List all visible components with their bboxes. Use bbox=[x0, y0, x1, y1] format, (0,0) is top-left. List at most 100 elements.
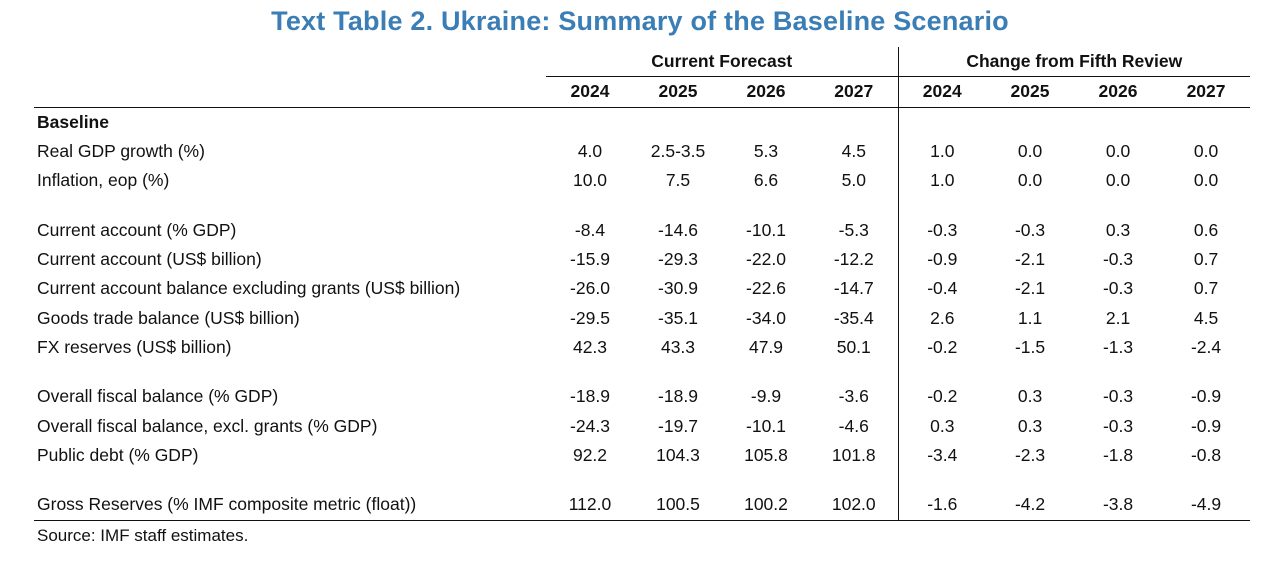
row-label: Real GDP growth (%) bbox=[37, 141, 205, 162]
change-value bbox=[986, 362, 1074, 382]
forecast-value: 2.5-3.5 bbox=[650, 141, 706, 162]
change-value bbox=[1162, 362, 1250, 382]
forecast-value: 5.0 bbox=[841, 170, 866, 191]
source-note: Source: IMF staff estimates. bbox=[37, 525, 249, 545]
change-value: -0.2 bbox=[897, 382, 987, 412]
table-row: Overall fiscal balance, excl. grants (% … bbox=[34, 411, 1250, 442]
change-value: -3.8 bbox=[1074, 490, 1163, 521]
table-row: Public debt (% GDP) 92.2 104.3 105.8 101.8 -3… bbox=[34, 441, 1250, 471]
column-group-current-forecast: Current Forecast bbox=[546, 47, 899, 78]
forecast-value bbox=[546, 470, 634, 490]
change-value: 0.0 bbox=[1105, 141, 1131, 162]
change-value: 0.3 bbox=[1105, 219, 1131, 240]
change-value: 0.0 bbox=[1017, 141, 1043, 162]
change-value bbox=[986, 107, 1074, 137]
row-label: FX reserves (US$ billion) bbox=[37, 337, 232, 358]
table-row: Inflation, eop (%) 10.0 7.5 6.6 5.0 1.0 0.0 0.0… bbox=[34, 166, 1250, 196]
row-label: Goods trade balance (US$ billion) bbox=[37, 307, 300, 328]
year-header-change-2027: 2027 bbox=[1162, 76, 1251, 108]
change-value bbox=[986, 470, 1074, 490]
baseline-scenario-table: Current Forecast Change from Fifth Revie… bbox=[34, 47, 1251, 521]
change-value: -3.4 bbox=[897, 441, 987, 471]
row-label: Overall fiscal balance (% GDP) bbox=[37, 386, 279, 407]
forecast-value: 5.3 bbox=[753, 141, 779, 162]
row-label: Overall fiscal balance, excl. grants (% … bbox=[37, 415, 378, 436]
forecast-value: -35.1 bbox=[658, 307, 698, 328]
change-value: -1.6 bbox=[897, 490, 987, 521]
change-value: 0.0 bbox=[1193, 141, 1219, 162]
change-value: -2.1 bbox=[1014, 278, 1046, 299]
forecast-value: -15.9 bbox=[570, 249, 610, 270]
year-header-forecast-2026: 2026 bbox=[722, 76, 810, 108]
change-value: 4.5 bbox=[1193, 307, 1219, 328]
change-value: -0.4 bbox=[897, 274, 987, 304]
table-row: Real GDP growth (%) 4.0 2.5-3.5 5.3 4.5 1.0 0.… bbox=[34, 137, 1250, 167]
forecast-value bbox=[810, 362, 898, 382]
change-value bbox=[897, 195, 987, 216]
column-group-change-fifth-review: Change from Fifth Review bbox=[897, 47, 1251, 78]
change-value bbox=[897, 362, 987, 383]
group-header-row: Current Forecast Change from Fifth Revie… bbox=[34, 47, 1251, 78]
spacer-cell bbox=[34, 196, 546, 216]
change-value bbox=[1162, 107, 1250, 137]
change-value bbox=[1162, 470, 1250, 490]
forecast-value bbox=[722, 107, 810, 137]
change-value: -1.5 bbox=[1014, 337, 1046, 358]
forecast-value: -22.0 bbox=[746, 249, 786, 270]
forecast-value: 47.9 bbox=[748, 337, 784, 358]
change-value: -0.3 bbox=[1102, 278, 1134, 299]
change-value: 2.6 bbox=[897, 303, 987, 334]
forecast-value: -14.7 bbox=[833, 278, 874, 299]
forecast-value: -29.3 bbox=[658, 249, 698, 270]
forecast-value: -3.6 bbox=[838, 386, 869, 407]
change-value: -0.3 bbox=[1102, 415, 1134, 436]
year-header-change-2026: 2026 bbox=[1074, 76, 1163, 108]
document-page: Text Table 2. Ukraine: Summary of the Ba… bbox=[34, 6, 1251, 545]
forecast-value bbox=[810, 107, 898, 137]
spacer-row bbox=[34, 362, 1250, 383]
forecast-value bbox=[546, 107, 634, 137]
forecast-value: 7.5 bbox=[665, 170, 691, 191]
spacer-row bbox=[34, 470, 1250, 491]
year-header-forecast-2025: 2025 bbox=[634, 76, 722, 108]
forecast-value: 100.5 bbox=[634, 490, 722, 521]
forecast-value: 43.3 bbox=[660, 337, 696, 358]
forecast-value bbox=[546, 362, 634, 382]
year-header-change-2025: 2025 bbox=[986, 76, 1075, 108]
table-row: Gross Reserves (% IMF composite metric (… bbox=[34, 490, 1251, 521]
table-row: Goods trade balance (US$ billion) -29.5 -3… bbox=[34, 303, 1250, 334]
forecast-value bbox=[634, 362, 722, 382]
section-label: Baseline bbox=[37, 111, 109, 132]
forecast-value: -8.4 bbox=[574, 219, 606, 240]
forecast-value: -24.3 bbox=[570, 415, 610, 436]
forecast-value: 6.6 bbox=[753, 170, 779, 191]
change-value: 0.6 bbox=[1193, 219, 1219, 240]
forecast-value bbox=[722, 470, 810, 490]
table-row: Overall fiscal balance (% GDP) -18.9 -18.9… bbox=[34, 382, 1250, 412]
change-value bbox=[897, 107, 987, 138]
change-value: 1.1 bbox=[1017, 307, 1043, 328]
spacer-cell bbox=[34, 470, 546, 490]
forecast-value: -26.0 bbox=[570, 278, 610, 299]
change-value: -0.9 bbox=[1190, 415, 1222, 436]
change-value: -0.3 bbox=[1102, 386, 1134, 407]
change-value: -4.9 bbox=[1162, 490, 1251, 521]
change-value: 2.1 bbox=[1105, 307, 1131, 328]
forecast-value: 10.0 bbox=[572, 170, 608, 191]
forecast-value: 4.5 bbox=[841, 141, 866, 162]
forecast-value: 105.8 bbox=[744, 445, 788, 466]
change-value bbox=[897, 470, 987, 491]
change-value: -1.3 bbox=[1102, 337, 1134, 358]
forecast-value: -4.6 bbox=[838, 415, 869, 436]
forecast-value: -18.9 bbox=[658, 386, 698, 407]
change-value: -0.3 bbox=[1102, 249, 1134, 270]
change-value bbox=[1074, 362, 1162, 382]
change-value: 0.3 bbox=[1017, 386, 1043, 407]
year-header-spacer bbox=[34, 76, 546, 108]
forecast-value: 104.3 bbox=[656, 445, 700, 466]
forecast-value: 4.0 bbox=[577, 141, 603, 162]
change-value: -0.2 bbox=[897, 333, 987, 363]
forecast-value: -5.3 bbox=[838, 219, 869, 240]
forecast-value: 42.3 bbox=[572, 337, 608, 358]
table-row: FX reserves (US$ billion) 42.3 43.3 47.9 50.… bbox=[34, 333, 1250, 363]
